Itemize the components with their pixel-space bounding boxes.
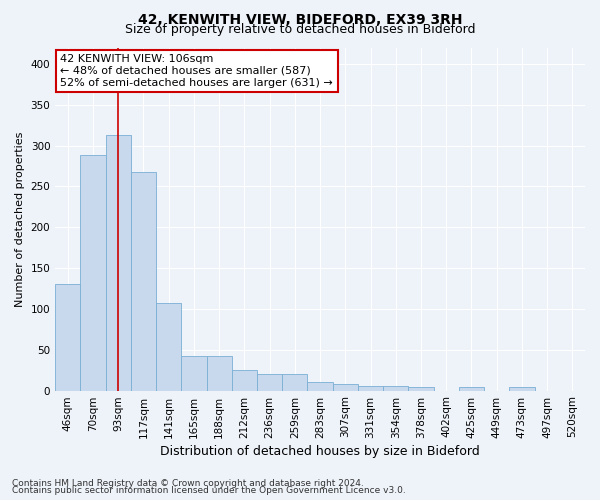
Text: Size of property relative to detached houses in Bideford: Size of property relative to detached ho… [125, 22, 475, 36]
Bar [232, 370, 257, 390]
Bar [257, 374, 282, 390]
X-axis label: Distribution of detached houses by size in Bideford: Distribution of detached houses by size … [160, 444, 480, 458]
Bar [459, 388, 484, 390]
Bar [181, 356, 206, 390]
Bar [307, 382, 332, 390]
Bar [383, 386, 409, 390]
Bar [156, 303, 181, 390]
Bar [206, 356, 232, 390]
Y-axis label: Number of detached properties: Number of detached properties [15, 132, 25, 306]
Bar [80, 156, 106, 390]
Bar [509, 388, 535, 390]
Bar [282, 374, 307, 390]
Text: Contains public sector information licensed under the Open Government Licence v3: Contains public sector information licen… [12, 486, 406, 495]
Bar [106, 135, 131, 390]
Bar [131, 172, 156, 390]
Bar [332, 384, 358, 390]
Text: 42, KENWITH VIEW, BIDEFORD, EX39 3RH: 42, KENWITH VIEW, BIDEFORD, EX39 3RH [138, 12, 462, 26]
Bar [55, 284, 80, 391]
Text: 42 KENWITH VIEW: 106sqm
← 48% of detached houses are smaller (587)
52% of semi-d: 42 KENWITH VIEW: 106sqm ← 48% of detache… [61, 54, 333, 88]
Bar [409, 388, 434, 390]
Bar [358, 386, 383, 390]
Text: Contains HM Land Registry data © Crown copyright and database right 2024.: Contains HM Land Registry data © Crown c… [12, 478, 364, 488]
